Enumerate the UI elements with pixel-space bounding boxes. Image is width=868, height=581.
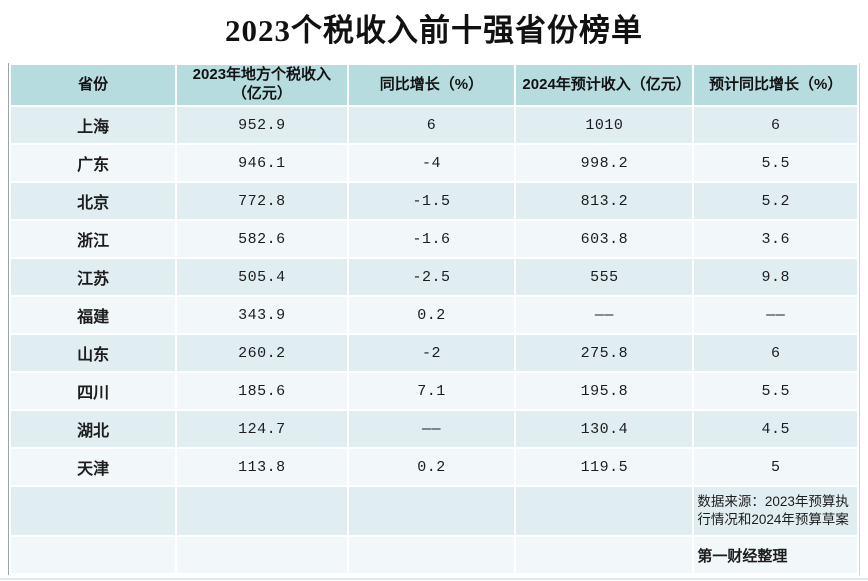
province-cell: 广东 xyxy=(11,145,176,181)
value-cell: 7.1 xyxy=(348,373,515,409)
value-cell: 260.2 xyxy=(177,335,347,371)
province-cell: 天津 xyxy=(11,449,176,485)
province-cell: 浙江 xyxy=(11,221,176,257)
value-cell: 195.8 xyxy=(516,373,693,409)
column-header-3: 2024年预计收入（亿元） xyxy=(516,65,693,105)
value-cell: 5.5 xyxy=(694,145,857,181)
empty-cell xyxy=(348,537,515,573)
value-cell: 946.1 xyxy=(177,145,347,181)
column-header-0: 省份 xyxy=(11,65,176,105)
value-cell: 0.2 xyxy=(348,297,515,333)
bottom-border xyxy=(0,578,868,580)
province-cell: 湖北 xyxy=(11,411,176,447)
table-body: 上海 952.9 6 1010 6 广东 946.1 -4 998.2 5.5 北京 772.8 -1.… xyxy=(11,107,857,573)
value-cell: 5.5 xyxy=(694,373,857,409)
value-cell: 582.6 xyxy=(177,221,347,257)
table-row: 四川 185.6 7.1 195.8 5.5 xyxy=(11,373,857,409)
value-cell: 5.2 xyxy=(694,183,857,219)
column-header-1: 2023年地方个税收入（亿元） xyxy=(177,65,347,105)
page-title: 2023个税收入前十强省份榜单 xyxy=(225,13,643,48)
value-cell: -1.5 xyxy=(348,183,515,219)
table-row: 山东 260.2 -2 275.8 6 xyxy=(11,335,857,371)
value-cell: —— xyxy=(694,297,857,333)
value-cell: 124.7 xyxy=(177,411,347,447)
footer-row: 数据来源：2023年预算执行情况和2024年预算草案 xyxy=(11,487,857,535)
value-cell: 555 xyxy=(516,259,693,295)
province-cell: 四川 xyxy=(11,373,176,409)
value-cell: 6 xyxy=(694,107,857,143)
table-row: 广东 946.1 -4 998.2 5.5 xyxy=(11,145,857,181)
province-cell: 江苏 xyxy=(11,259,176,295)
value-cell: —— xyxy=(348,411,515,447)
empty-cell xyxy=(11,537,176,573)
value-cell: -1.6 xyxy=(348,221,515,257)
province-cell: 福建 xyxy=(11,297,176,333)
value-cell: 343.9 xyxy=(177,297,347,333)
table-row: 北京 772.8 -1.5 813.2 5.2 xyxy=(11,183,857,219)
value-cell: -2 xyxy=(348,335,515,371)
value-cell: 9.8 xyxy=(694,259,857,295)
province-cell: 北京 xyxy=(11,183,176,219)
table-container: 省份 2023年地方个税收入（亿元） 同比增长（%） 2024年预计收入（亿元） 预计同… xyxy=(8,63,860,575)
empty-cell xyxy=(177,487,347,535)
table-header: 省份 2023年地方个税收入（亿元） 同比增长（%） 2024年预计收入（亿元） 预计同… xyxy=(11,65,857,105)
value-cell: 6 xyxy=(348,107,515,143)
value-cell: -4 xyxy=(348,145,515,181)
value-cell: 5 xyxy=(694,449,857,485)
table-row: 天津 113.8 0.2 119.5 5 xyxy=(11,449,857,485)
value-cell: 185.6 xyxy=(177,373,347,409)
province-cell: 上海 xyxy=(11,107,176,143)
table-row: 上海 952.9 6 1010 6 xyxy=(11,107,857,143)
tax-ranking-table: 省份 2023年地方个税收入（亿元） 同比增长（%） 2024年预计收入（亿元） 预计同… xyxy=(9,63,859,575)
header-row: 省份 2023年地方个税收入（亿元） 同比增长（%） 2024年预计收入（亿元） 预计同… xyxy=(11,65,857,105)
value-cell: 6 xyxy=(694,335,857,371)
empty-cell xyxy=(177,537,347,573)
table-row: 江苏 505.4 -2.5 555 9.8 xyxy=(11,259,857,295)
empty-cell xyxy=(516,487,693,535)
value-cell: -2.5 xyxy=(348,259,515,295)
table-row: 福建 343.9 0.2 —— —— xyxy=(11,297,857,333)
value-cell: 603.8 xyxy=(516,221,693,257)
province-cell: 山东 xyxy=(11,335,176,371)
value-cell: 3.6 xyxy=(694,221,857,257)
value-cell: 505.4 xyxy=(177,259,347,295)
footer-row: 第一财经整理 xyxy=(11,537,857,573)
value-cell: 813.2 xyxy=(516,183,693,219)
value-cell: 772.8 xyxy=(177,183,347,219)
empty-cell xyxy=(11,487,176,535)
value-cell: 1010 xyxy=(516,107,693,143)
column-header-4: 预计同比增长（%） xyxy=(694,65,857,105)
value-cell: 952.9 xyxy=(177,107,347,143)
value-cell: 113.8 xyxy=(177,449,347,485)
value-cell: 130.4 xyxy=(516,411,693,447)
value-cell: —— xyxy=(516,297,693,333)
table-row: 浙江 582.6 -1.6 603.8 3.6 xyxy=(11,221,857,257)
value-cell: 119.5 xyxy=(516,449,693,485)
empty-cell xyxy=(516,537,693,573)
value-cell: 4.5 xyxy=(694,411,857,447)
credit-note: 第一财经整理 xyxy=(694,537,857,573)
source-note: 数据来源：2023年预算执行情况和2024年预算草案 xyxy=(694,487,857,535)
value-cell: 275.8 xyxy=(516,335,693,371)
value-cell: 998.2 xyxy=(516,145,693,181)
value-cell: 0.2 xyxy=(348,449,515,485)
column-header-2: 同比增长（%） xyxy=(348,65,515,105)
empty-cell xyxy=(348,487,515,535)
table-row: 湖北 124.7 —— 130.4 4.5 xyxy=(11,411,857,447)
